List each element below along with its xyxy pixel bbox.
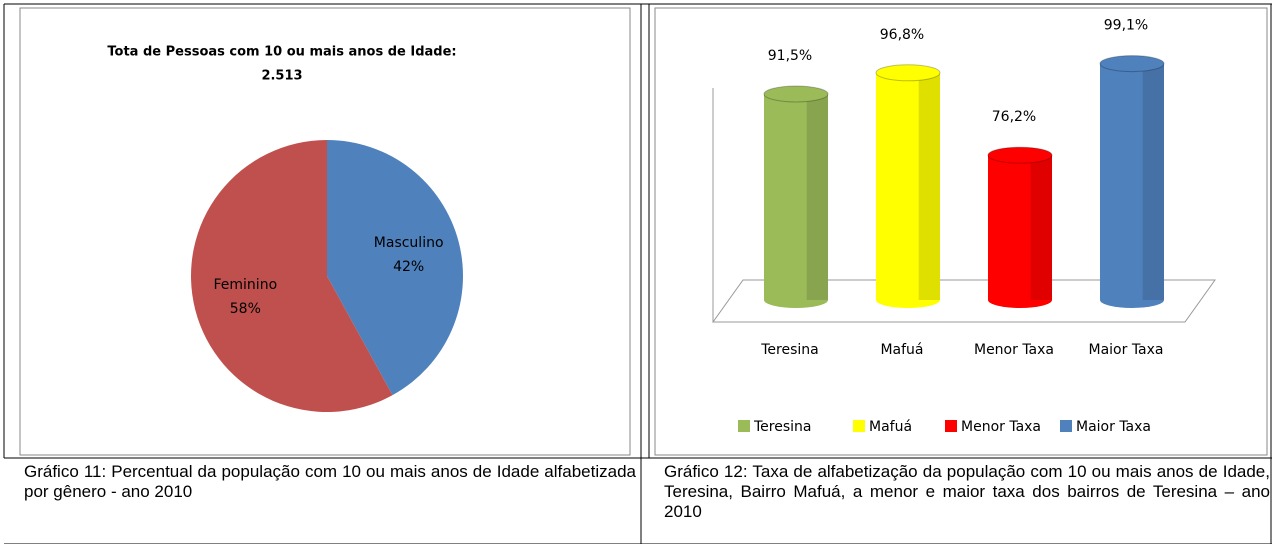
legend-marker <box>738 420 750 432</box>
cylinder-bottom <box>764 292 828 308</box>
cylinder-shade <box>1142 63 1164 300</box>
x-tick-label: Menor Taxa <box>974 342 1054 358</box>
legend-label: Maior Taxa <box>1076 419 1151 435</box>
legend-marker <box>1060 420 1072 432</box>
legend-label: Teresina <box>753 419 811 435</box>
legend-label: Menor Taxa <box>961 419 1041 435</box>
cylinder-body <box>764 94 828 300</box>
x-tick-label: Mafuá <box>880 342 923 358</box>
value-label: 96,8% <box>880 27 924 43</box>
cylinder-top <box>987 146 1053 164</box>
pie-subtitle: 2.513 <box>261 69 302 84</box>
cylinder-shade <box>918 72 940 300</box>
pie-slice <box>190 140 393 412</box>
legend-label: Mafuá <box>869 419 912 435</box>
cylinder-body <box>1100 63 1164 300</box>
slice-label: Feminino <box>214 277 278 293</box>
bar-chart-frame <box>654 7 1268 456</box>
legend-marker <box>853 420 865 432</box>
bar-chart-walls <box>712 88 1216 323</box>
value-label: 99,1% <box>1104 18 1148 34</box>
x-tick-label: Maior Taxa <box>1089 342 1164 358</box>
cylinder-body <box>876 72 940 300</box>
cylinder-top <box>1099 55 1165 73</box>
caption-12: Gráfico 12: Taxa de alfabetização da pop… <box>664 462 1270 521</box>
value-label: 76,2% <box>992 109 1036 125</box>
cylinder-shade <box>1030 155 1052 300</box>
page-borders <box>3 3 1272 544</box>
slice-value-label: 42% <box>393 259 424 275</box>
legend-marker <box>945 420 957 432</box>
pie-slice <box>327 140 463 396</box>
cylinder-bottom <box>1100 292 1164 308</box>
slice-value-label: 58% <box>230 301 261 317</box>
cylinder-bottom <box>876 292 940 308</box>
cylinder-shade <box>806 94 828 300</box>
caption-11: Gráfico 11: Percentual da população com … <box>24 462 636 501</box>
cylinder-top <box>875 64 941 82</box>
cylinder-bottom <box>988 292 1052 308</box>
value-label: 91,5% <box>768 48 812 64</box>
cylinder-body <box>988 155 1052 300</box>
x-tick-label: Teresina <box>760 342 818 358</box>
cylinder-top <box>763 85 829 103</box>
pie-title: Tota de Pessoas com 10 ou mais anos de I… <box>107 45 456 60</box>
slice-label: Masculino <box>374 235 444 251</box>
